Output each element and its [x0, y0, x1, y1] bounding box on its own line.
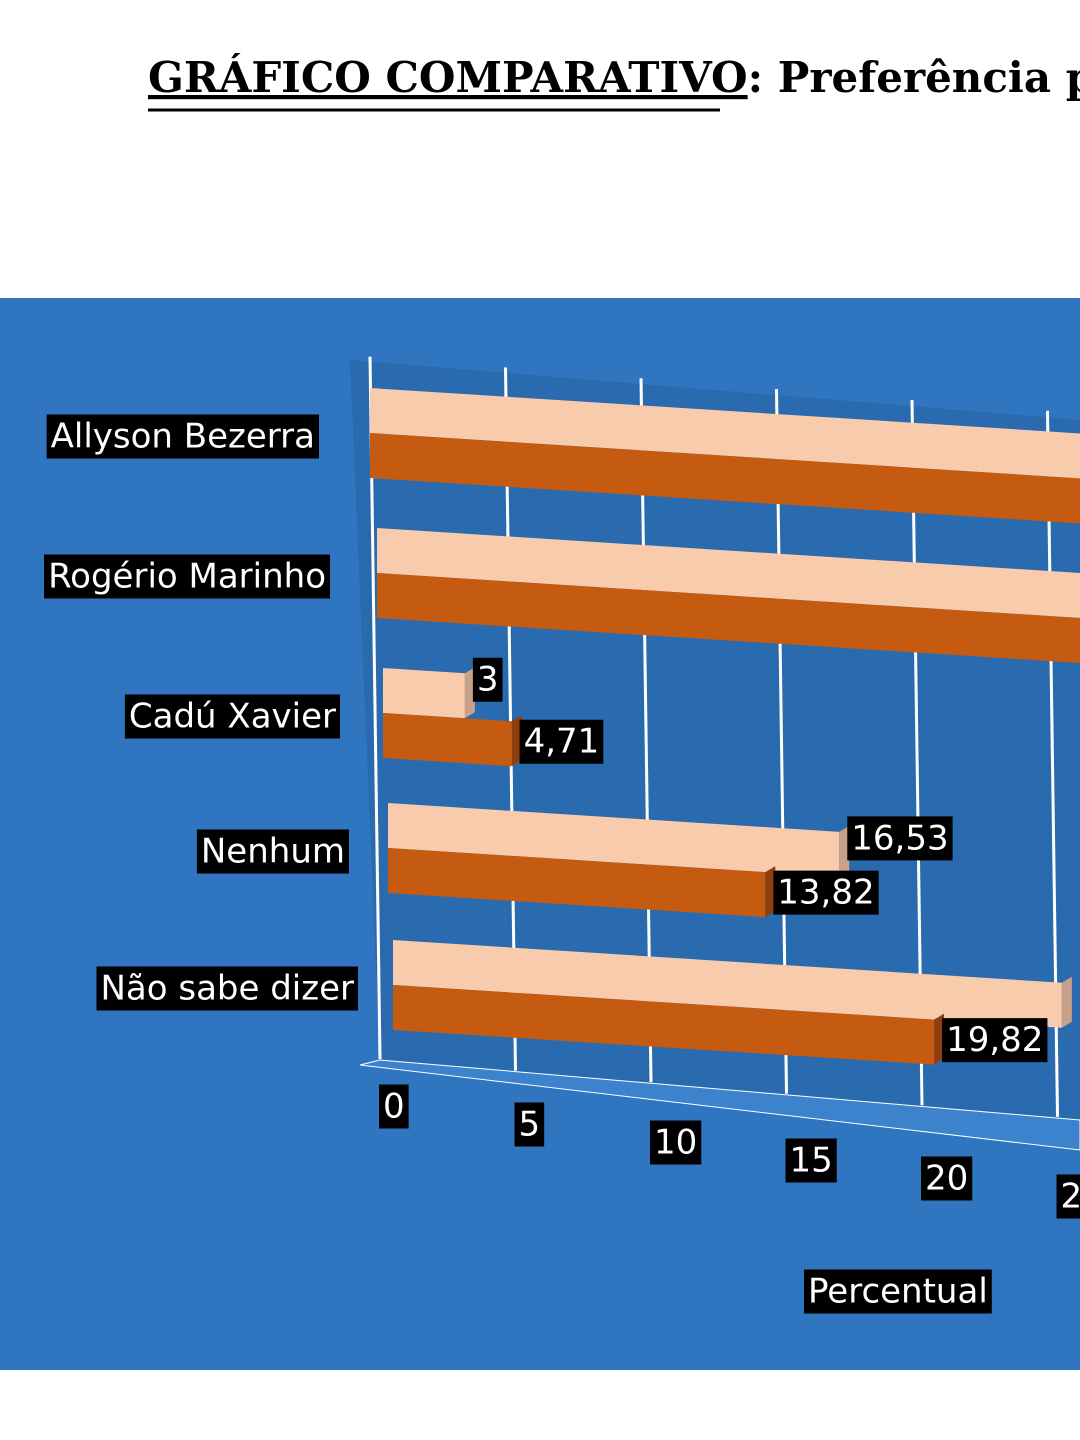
y-tick-label: Allyson Bezerra: [51, 417, 315, 457]
x-tick-label-box: [650, 1120, 702, 1165]
y-tick-label: Cadú Xavier: [129, 697, 336, 737]
bar: [370, 433, 1080, 524]
bar: [377, 528, 1080, 618]
y-tick-label: Rogério Marinho: [48, 557, 326, 597]
x-axis-title-box: [804, 1269, 992, 1314]
bar: [377, 573, 1080, 663]
x-tick-label: 10: [654, 1123, 697, 1163]
x-tick-label-box: [785, 1138, 837, 1183]
x-tick-label: 0: [383, 1087, 405, 1127]
bar-cap: [934, 1013, 945, 1065]
value-label: 13,82: [777, 873, 874, 913]
bar: [383, 713, 512, 767]
y-tick-label: Nenhum: [201, 832, 345, 872]
y-tick-label-box: [196, 829, 349, 874]
bar: [383, 668, 465, 719]
value-label: 3: [477, 660, 499, 700]
chart-title: GRÁFICO COMPARATIVO: Preferência pa: [148, 52, 1080, 102]
value-label: 19,82: [946, 1020, 1043, 1060]
y-tick-label-box: [124, 694, 341, 739]
bar-cap: [1061, 976, 1072, 1028]
y-tick-label-box: [44, 554, 330, 599]
title-strong: GRÁFICO COMPARATIVO: [148, 52, 748, 102]
value-label-box: [847, 816, 953, 861]
value-label-box: [472, 657, 503, 702]
x-tick-label: 5: [519, 1105, 541, 1145]
bar: [388, 848, 766, 918]
title-rest: : Preferência pa: [748, 53, 1080, 102]
bar-cap: [839, 825, 850, 877]
x-axis-title: Percentual: [808, 1272, 988, 1312]
x-tick-label-box: [379, 1084, 409, 1129]
bar: [393, 985, 935, 1065]
bar: [370, 388, 1080, 479]
bar: [388, 803, 840, 877]
value-label: 4,71: [524, 722, 600, 762]
y-tick-label-box: [46, 414, 319, 459]
bar: [393, 940, 1062, 1028]
y-tick-label: Não sabe dizer: [100, 969, 354, 1009]
value-label-box: [519, 719, 604, 764]
x-tick-label-box: [514, 1102, 545, 1147]
value-label-box: [773, 870, 879, 915]
y-tick-label-box: [96, 966, 359, 1011]
value-label: 16,53: [851, 818, 948, 858]
bar-cap: [464, 667, 475, 719]
value-label-box: [942, 1018, 1048, 1063]
x-tick-label-box: [1056, 1174, 1080, 1219]
floor: [359, 1059, 1080, 1151]
x-tick-label-box: [921, 1156, 973, 1201]
x-tick-label: 15: [790, 1141, 833, 1181]
bar-cap: [511, 715, 522, 767]
x-tick-label: 20: [925, 1159, 968, 1199]
x-tick-label: 25: [1061, 1177, 1080, 1217]
bar-cap: [765, 866, 776, 918]
